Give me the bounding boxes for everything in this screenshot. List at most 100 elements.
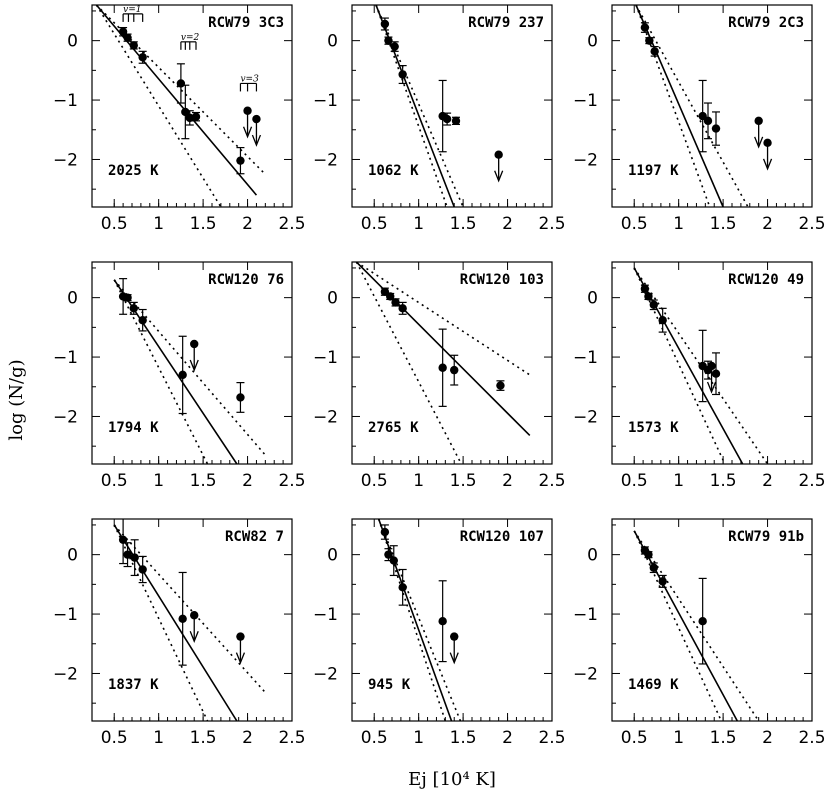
panel-title: RCW79 237	[468, 15, 544, 31]
x-tick-label: 0.5	[361, 471, 388, 491]
data-point	[380, 19, 390, 29]
panel: 0.5 1 1.5 2 2.5 0 −1 −2 RCW120 49 1573 K	[573, 261, 826, 491]
x-tick-label: 2	[762, 471, 773, 491]
x-tick-label: 1	[413, 214, 424, 234]
plot-area	[113, 278, 266, 464]
data-point	[398, 583, 407, 592]
x-tick-label: 2.5	[538, 214, 565, 234]
y-tick-label: 0	[327, 289, 338, 309]
data-point	[698, 616, 707, 626]
data-point	[236, 393, 245, 402]
data-point	[496, 381, 505, 390]
vibrational-label: v=3	[240, 74, 259, 84]
data-point	[650, 47, 659, 56]
y-tick-label: −2	[53, 150, 78, 170]
x-tick-label: 2	[502, 728, 513, 748]
x-tick-label: 1	[153, 471, 164, 491]
vibrational-label: v=1	[123, 5, 141, 15]
x-tick-label: 2.5	[278, 214, 305, 234]
data-point	[129, 304, 138, 313]
panel-frame	[351, 4, 553, 208]
y-tick-label: −2	[53, 664, 78, 684]
data-point	[123, 293, 132, 302]
data-point	[644, 292, 653, 301]
panel-frame	[351, 261, 553, 465]
excitation-temperature: 2765 K	[368, 420, 419, 436]
data-point	[438, 616, 447, 626]
data-point	[438, 363, 447, 372]
envelope-lower-line	[113, 279, 209, 464]
upper-limit-arrowhead	[242, 126, 253, 139]
envelope-lower-line	[355, 262, 463, 464]
data-point	[658, 577, 667, 586]
y-tick-label: −1	[313, 348, 338, 368]
x-tick-label: 2.5	[538, 728, 565, 748]
panel-frame	[611, 518, 813, 722]
y-tick-label: 0	[587, 32, 598, 52]
data-point	[391, 298, 400, 307]
y-axis-label: log (N/g)	[6, 359, 27, 440]
panel-title: RCW79 3C3	[208, 15, 284, 31]
x-axis-label: Ej [10⁴ K]	[408, 769, 496, 790]
panel: 0.5 1 1.5 2 2.5 0 −1 −2 RCW82 7 1837 K	[53, 518, 306, 748]
upper-limit-arrowhead	[762, 158, 773, 171]
upper-limit-arrowhead	[189, 359, 199, 372]
x-tick-label: 1.5	[450, 728, 477, 748]
data-point	[138, 53, 147, 62]
panel: 0.5 1 1.5 2 2.5 0 −1 −2 RCW79 237 1062 K	[313, 4, 566, 234]
data-point	[236, 156, 245, 165]
panel-title: RCW79 91b	[728, 529, 804, 545]
panel: 0.5 1 1.5 2 2.5 0 −1 −2 RCW120 76 1794 K	[53, 261, 306, 491]
data-point	[711, 124, 721, 133]
data-point	[384, 550, 393, 559]
plot-area	[95, 5, 266, 207]
y-tick-label: −1	[573, 91, 598, 111]
y-tick-label: 0	[67, 546, 78, 566]
y-tick-label: 0	[67, 32, 78, 52]
panel-frame	[611, 4, 813, 208]
data-point	[645, 36, 654, 45]
plot-area	[113, 519, 266, 721]
y-tick-label: −2	[573, 150, 598, 170]
panel: 0.5 1 1.5 2 2.5 0 −1 −2 RCW79 91b 1469 K	[573, 518, 826, 748]
excitation-temperature: 1837 K	[108, 677, 159, 693]
data-point	[442, 114, 452, 124]
data-point	[123, 550, 132, 559]
data-point	[450, 365, 459, 375]
data-point	[390, 42, 399, 51]
x-tick-label: 2	[762, 214, 773, 234]
excitation-temperature: 1062 K	[368, 163, 419, 179]
envelope-upper-line	[95, 5, 266, 175]
data-point	[711, 369, 721, 378]
x-tick-label: 2	[242, 728, 253, 748]
y-tick-label: 0	[587, 546, 598, 566]
x-tick-label: 0.5	[101, 728, 128, 748]
excitation-temperature: 1469 K	[628, 677, 679, 693]
y-tick-label: −1	[313, 91, 338, 111]
y-tick-label: −1	[53, 605, 78, 625]
x-tick-label: 1	[673, 214, 684, 234]
upper-limit-arrowhead	[251, 134, 262, 147]
x-tick-label: 1.5	[710, 728, 737, 748]
y-tick-label: −1	[313, 605, 338, 625]
envelope-upper-line	[113, 524, 266, 694]
data-point	[640, 284, 650, 293]
data-point	[389, 556, 398, 565]
data-point	[398, 70, 407, 79]
data-point	[649, 563, 658, 572]
panel-frame	[91, 518, 293, 722]
x-tick-label: 1.5	[190, 471, 217, 491]
y-tick-label: −2	[313, 150, 338, 170]
plot-area	[355, 262, 531, 464]
plot-area	[635, 5, 773, 207]
y-tick-label: 0	[587, 289, 598, 309]
data-point	[644, 550, 653, 559]
upper-limit-arrowhead	[494, 170, 504, 183]
y-tick-label: 0	[327, 32, 338, 52]
panel-title: RCW82 7	[225, 529, 284, 545]
envelope-upper-line	[113, 279, 266, 456]
y-tick-label: −2	[313, 407, 338, 427]
panel: 0.5 1 1.5 2 2.5 0 −1 −2 RCW120 107 945 K	[313, 518, 566, 748]
panel: 0.5 1 1.5 2 2.5 0 −1 −2 RCW120 103 2765 K	[313, 261, 566, 491]
data-point	[191, 112, 201, 121]
